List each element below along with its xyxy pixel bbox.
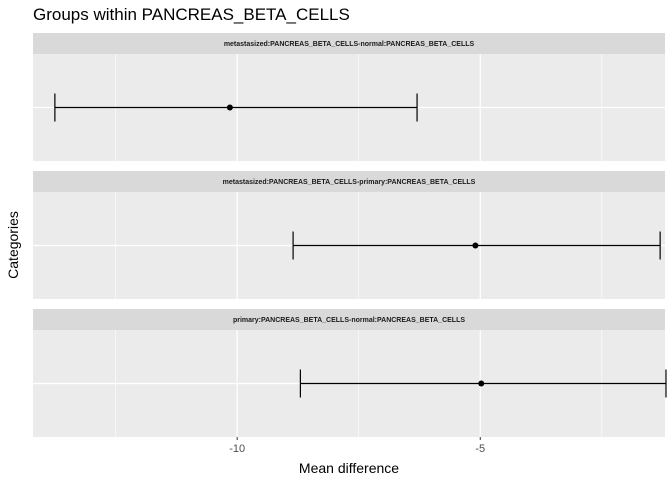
- y-axis-title: Categories: [5, 211, 21, 279]
- facet-strip-label: metastasized:PANCREAS_BETA_CELLS-primary…: [223, 179, 476, 186]
- facet-panels: metastasized:PANCREAS_BETA_CELLS-normal:…: [33, 33, 667, 437]
- estimate-point: [472, 242, 479, 249]
- x-axis-title: Mean difference: [299, 460, 399, 476]
- facet-1: metastasized:PANCREAS_BETA_CELLS-normal:…: [33, 33, 665, 161]
- facet-strip: [33, 309, 665, 330]
- x-tick-label: -5: [475, 443, 485, 455]
- chart-title: Groups within PANCREAS_BETA_CELLS: [33, 5, 350, 24]
- estimate-point: [478, 380, 485, 387]
- x-tick-label: -10: [229, 443, 245, 455]
- x-axis: -10 -5: [229, 437, 485, 455]
- facet-2: metastasized:PANCREAS_BETA_CELLS-primary…: [33, 171, 665, 299]
- facet-strip: [33, 171, 665, 192]
- facet-strip-label: primary:PANCREAS_BETA_CELLS-normal:PANCR…: [233, 317, 465, 324]
- estimate-point: [226, 104, 233, 111]
- facet-3: primary:PANCREAS_BETA_CELLS-normal:PANCR…: [33, 309, 667, 437]
- facet-strip: [33, 33, 665, 54]
- facet-strip-label: metastasized:PANCREAS_BETA_CELLS-normal:…: [224, 41, 475, 48]
